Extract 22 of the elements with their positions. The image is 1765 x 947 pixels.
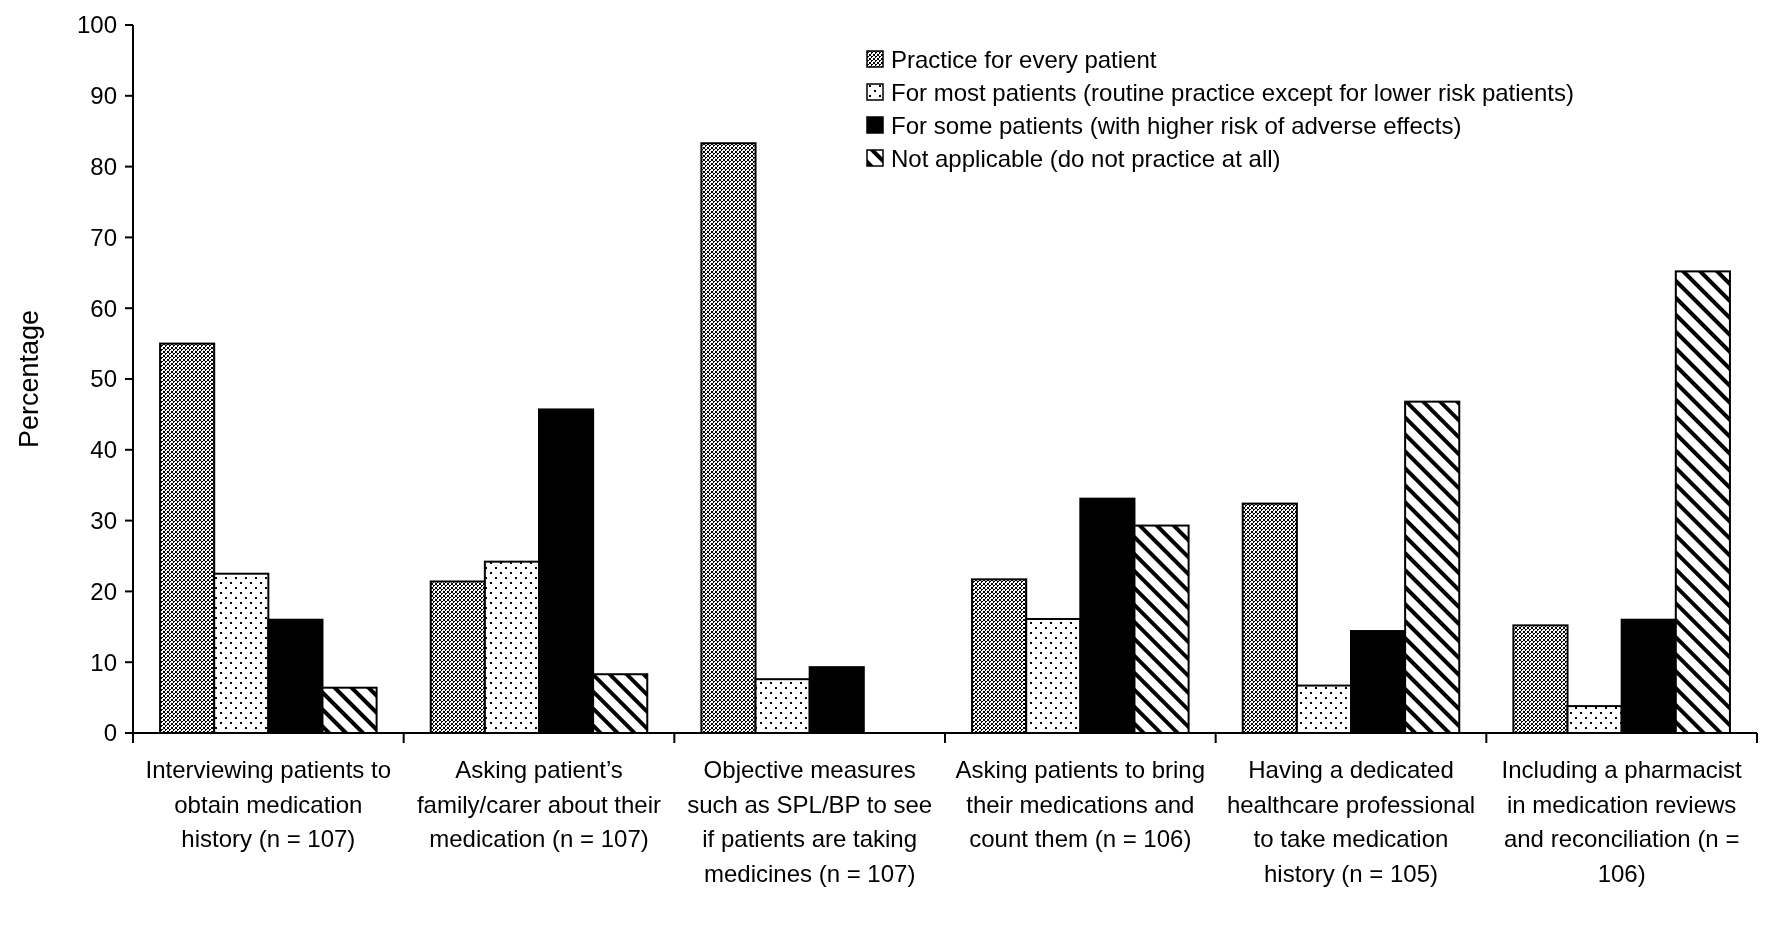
x-tick-label: Having a dedicated healthcare professional to take medication history (n = 105) <box>1226 756 1476 887</box>
legend-label: For most patients (routine practice except for lower risk patients) <box>891 79 1574 107</box>
y-axis-title: Percentage <box>14 309 44 449</box>
legend-label: Practice for every patient <box>891 46 1157 74</box>
y-tick-label: 100 <box>76 11 117 39</box>
y-tick-label: 60 <box>90 294 117 322</box>
y-tick-label: 0 <box>103 719 117 747</box>
legend-label: For some patients (with higher risk of adverse effects) <box>891 112 1462 140</box>
legend-label: Not applicable (do not practice at all) <box>891 145 1281 173</box>
x-tick-label: Including a pharmacist in medication reviews and reconciliation (n = 106) <box>1501 756 1743 887</box>
y-tick-label: 80 <box>90 153 117 180</box>
y-tick-label: 70 <box>90 223 117 251</box>
x-tick-label: Objective measures such as SPL/BP to see if patients are taking medicines (n = 107) <box>687 756 933 887</box>
y-tick-label: 30 <box>90 507 117 534</box>
y-tick-label: 50 <box>90 365 117 393</box>
y-tick-label: 40 <box>90 436 117 464</box>
x-tick-label: Interviewing patients to obtain medication history (n = 107) <box>145 756 392 852</box>
y-tick-label: 20 <box>90 577 117 605</box>
y-tick-label: 10 <box>90 648 117 676</box>
x-tick-label: Asking patients to bring their medications and count them (n = 106) <box>955 756 1206 852</box>
y-tick-label: 90 <box>90 82 117 110</box>
x-tick-label: Asking patient’s family/carer about their medication (n = 107) <box>416 756 662 852</box>
